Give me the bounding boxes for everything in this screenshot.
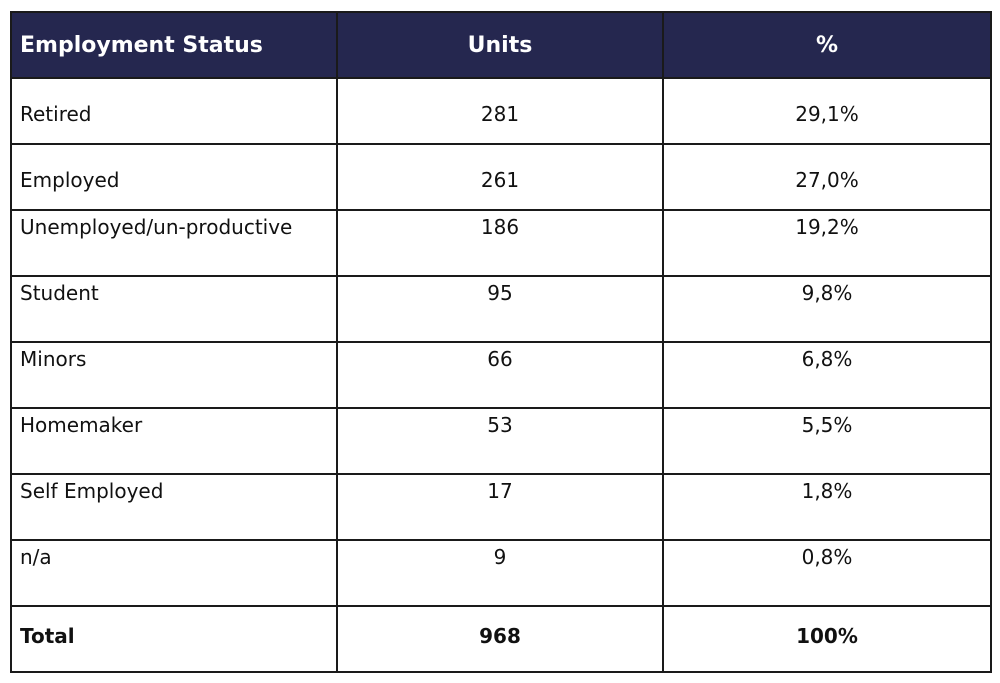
units-cell: 95: [336, 275, 664, 343]
units-cell: 186: [336, 209, 664, 277]
percent-cell: 19,2%: [662, 209, 992, 277]
status-cell: Employed: [10, 143, 338, 211]
status-cell: Unemployed/un-productive: [10, 209, 338, 277]
table-row: Student 95 9,8%: [10, 275, 992, 343]
header-row: Employment Status Units %: [10, 11, 992, 79]
table-row: Homemaker 53 5,5%: [10, 407, 992, 475]
table-row: Minors 66 6,8%: [10, 341, 992, 409]
total-row: Total 968 100%: [10, 605, 992, 673]
table-row: Employed 261 27,0%: [10, 143, 992, 211]
column-header-employment-status: Employment Status: [10, 11, 338, 79]
units-cell: 261: [336, 143, 664, 211]
units-cell: 53: [336, 407, 664, 475]
table-row: Retired 281 29,1%: [10, 77, 992, 145]
percent-cell: 1,8%: [662, 473, 992, 541]
column-header-units: Units: [336, 11, 664, 79]
status-cell: Retired: [10, 77, 338, 145]
table-row: Unemployed/un-productive 186 19,2%: [10, 209, 992, 277]
status-cell: Student: [10, 275, 338, 343]
total-percent-cell: 100%: [662, 605, 992, 673]
percent-cell: 5,5%: [662, 407, 992, 475]
status-cell: Homemaker: [10, 407, 338, 475]
percent-cell: 9,8%: [662, 275, 992, 343]
total-label-cell: Total: [10, 605, 338, 673]
table-row: n/a 9 0,8%: [10, 539, 992, 607]
percent-cell: 0,8%: [662, 539, 992, 607]
units-cell: 9: [336, 539, 664, 607]
total-units-cell: 968: [336, 605, 664, 673]
status-cell: Self Employed: [10, 473, 338, 541]
employment-status-table: Employment Status Units % Retired 281 29…: [10, 11, 992, 673]
units-cell: 17: [336, 473, 664, 541]
status-cell: n/a: [10, 539, 338, 607]
percent-cell: 27,0%: [662, 143, 992, 211]
units-cell: 281: [336, 77, 664, 145]
table-row: Self Employed 17 1,8%: [10, 473, 992, 541]
column-header-percent: %: [662, 11, 992, 79]
status-cell: Minors: [10, 341, 338, 409]
percent-cell: 6,8%: [662, 341, 992, 409]
percent-cell: 29,1%: [662, 77, 992, 145]
employment-status-table-container: Employment Status Units % Retired 281 29…: [10, 11, 992, 673]
units-cell: 66: [336, 341, 664, 409]
